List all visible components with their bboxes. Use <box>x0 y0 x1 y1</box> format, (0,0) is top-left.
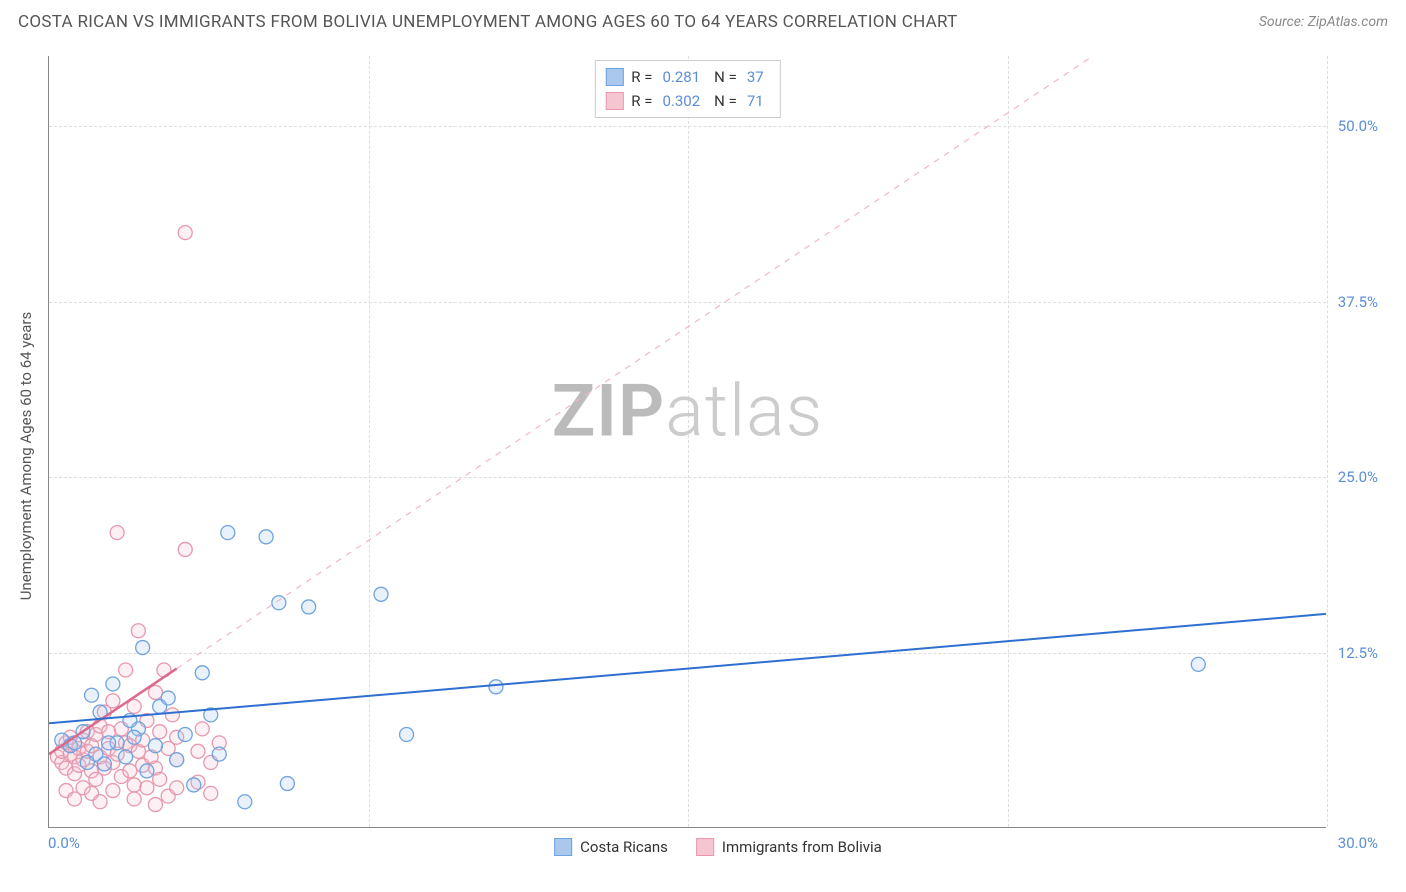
data-point <box>170 753 184 767</box>
data-point <box>195 722 209 736</box>
y-tick-label: 50.0% <box>1338 117 1378 135</box>
data-point <box>489 680 503 694</box>
data-point <box>110 526 124 540</box>
swatch-series-2b <box>696 838 714 856</box>
legend-item-2: Immigrants from Bolivia <box>696 838 882 856</box>
data-point <box>93 795 107 809</box>
data-point <box>153 725 167 739</box>
x-tick-label-max: 30.0% <box>1338 834 1378 852</box>
data-point <box>187 778 201 792</box>
legend-item-1: Costa Ricans <box>554 838 668 856</box>
legend-label-2: Immigrants from Bolivia <box>722 838 882 856</box>
x-grid-line <box>1327 56 1328 827</box>
data-point <box>131 624 145 638</box>
legend-correlation-box: R = 0.281 N = 37 R = 0.302 N = 71 <box>594 60 780 118</box>
data-point <box>272 596 286 610</box>
data-point <box>161 691 175 705</box>
data-point <box>178 542 192 556</box>
data-point <box>106 677 120 691</box>
header: COSTA RICAN VS IMMIGRANTS FROM BOLIVIA U… <box>0 0 1406 38</box>
data-point <box>170 781 184 795</box>
source-name: ZipAtlas.com <box>1308 14 1388 30</box>
r-value-2: 0.302 <box>662 89 700 113</box>
data-point <box>374 587 388 601</box>
trendline-extrapolate <box>177 56 1156 669</box>
data-point <box>195 666 209 680</box>
data-point <box>148 798 162 812</box>
data-point <box>127 792 141 806</box>
data-point <box>178 727 192 741</box>
n-label-1: N = <box>714 65 737 89</box>
data-point <box>119 663 133 677</box>
data-point <box>280 777 294 791</box>
legend-row-1: R = 0.281 N = 37 <box>605 65 769 89</box>
x-tick-label-min: 0.0% <box>48 834 80 852</box>
data-point <box>123 764 137 778</box>
data-point <box>119 750 133 764</box>
legend-label-1: Costa Ricans <box>580 838 668 856</box>
data-point <box>153 772 167 786</box>
chart-title: COSTA RICAN VS IMMIGRANTS FROM BOLIVIA U… <box>18 12 958 32</box>
data-point <box>127 730 141 744</box>
data-point <box>400 727 414 741</box>
data-point <box>106 694 120 708</box>
y-tick-label: 37.5% <box>1338 293 1378 311</box>
legend-series-box: Costa Ricans Immigrants from Bolivia <box>546 836 890 858</box>
data-point <box>140 764 154 778</box>
source-attribution: Source: ZipAtlas.com <box>1259 14 1388 30</box>
data-point <box>238 795 252 809</box>
data-point <box>259 530 273 544</box>
swatch-series-1 <box>605 68 623 86</box>
n-value-2: 71 <box>747 89 764 113</box>
data-point <box>178 226 192 240</box>
swatch-series-2 <box>605 92 623 110</box>
data-point <box>204 786 218 800</box>
trendline <box>49 614 1326 723</box>
data-point <box>136 641 150 655</box>
data-point <box>127 778 141 792</box>
data-point <box>85 688 99 702</box>
chart-container: Unemployment Among Ages 60 to 64 years Z… <box>48 56 1388 856</box>
y-tick-label: 12.5% <box>1338 644 1378 662</box>
scatter-plot-svg <box>49 56 1326 827</box>
data-point <box>1191 657 1205 671</box>
data-point <box>212 747 226 761</box>
data-point <box>140 781 154 795</box>
r-label-1: R = <box>631 65 652 89</box>
data-point <box>165 708 179 722</box>
plot-area: ZIPatlas R = 0.281 N = 37 R = 0.302 N = … <box>48 56 1326 828</box>
y-tick-label: 25.0% <box>1338 468 1378 486</box>
data-point <box>80 756 94 770</box>
data-point <box>102 736 116 750</box>
data-point <box>97 757 111 771</box>
n-value-1: 37 <box>747 65 764 89</box>
legend-row-2: R = 0.302 N = 71 <box>605 89 769 113</box>
r-label-2: R = <box>631 89 652 113</box>
source-label: Source: <box>1259 14 1308 30</box>
data-point <box>106 784 120 798</box>
data-point <box>302 600 316 614</box>
r-value-1: 0.281 <box>662 65 700 89</box>
swatch-series-1b <box>554 838 572 856</box>
data-point <box>221 526 235 540</box>
data-point <box>148 739 162 753</box>
y-axis-title: Unemployment Among Ages 60 to 64 years <box>17 312 35 600</box>
data-point <box>191 744 205 758</box>
n-label-2: N = <box>714 89 737 113</box>
